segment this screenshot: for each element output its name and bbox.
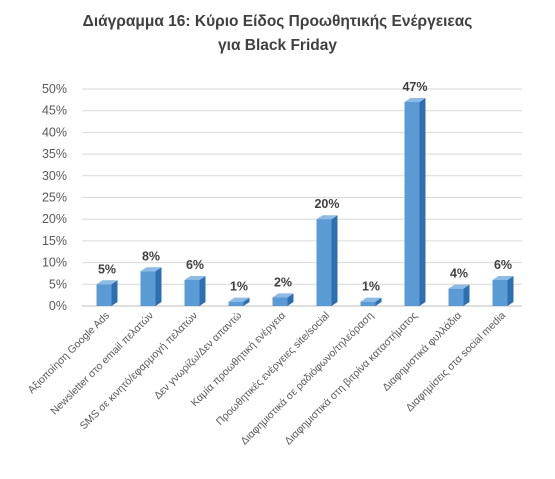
bar [360, 297, 382, 306]
y-tick-label: 5% [49, 277, 67, 291]
bar [228, 297, 250, 306]
data-label: 4% [450, 267, 468, 281]
x-category-label: Αξιοποίηση Google Ads [26, 310, 113, 397]
data-label: 1% [230, 280, 248, 294]
bars [96, 98, 514, 307]
data-label: 6% [494, 258, 512, 272]
data-label: 8% [142, 249, 160, 263]
chart-title: Διάγραμμα 16: Κύριο Είδος Προωθητικής Εν… [0, 10, 555, 58]
data-label: 2% [274, 275, 292, 289]
y-tick-label: 40% [42, 125, 67, 139]
data-label: 1% [362, 280, 380, 294]
data-label: 6% [186, 258, 204, 272]
data-label: 47% [402, 80, 427, 94]
y-tick-label: 50% [42, 82, 67, 96]
data-label: 20% [314, 197, 339, 211]
y-tick-label: 20% [42, 212, 67, 226]
bar [492, 275, 514, 306]
bar [404, 98, 426, 307]
y-tick-label: 45% [42, 104, 67, 118]
bar [272, 293, 294, 306]
bar [448, 284, 470, 306]
bar [316, 215, 338, 306]
y-tick-label: 35% [42, 147, 67, 161]
bar [184, 275, 206, 306]
bar [96, 280, 118, 306]
x-category-label: Δεν γνωρίζω/Δεν απαντώ [152, 310, 244, 402]
chart-title-line-2: για Black Friday [218, 37, 337, 54]
y-tick-label: 0% [49, 299, 67, 313]
data-labels: 5% 8% 6% 1% 2% 20% 1% 47% 4% 6% [98, 80, 512, 294]
data-label: 5% [98, 262, 116, 276]
bar [140, 267, 162, 306]
x-category-label: Διαφημιστικά φυλλάδια [380, 310, 464, 394]
y-tick-label: 15% [42, 234, 67, 248]
y-tick-label: 10% [42, 256, 67, 270]
y-tick-label: 30% [42, 169, 67, 183]
chart-title-line-1: Διάγραμμα 16: Κύριο Είδος Προωθητικής Εν… [82, 13, 473, 30]
y-axis-ticks: 0% 5% 10% 15% 20% 25% 30% 35% 40% 45% 50% [42, 82, 67, 313]
y-tick-label: 25% [42, 191, 67, 205]
